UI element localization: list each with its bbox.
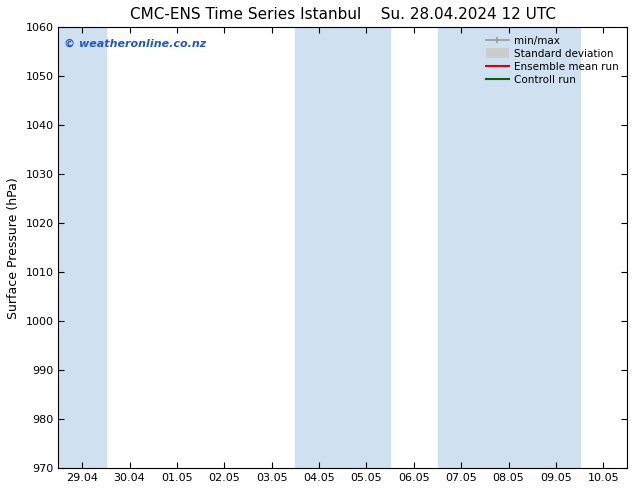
Text: © weatheronline.co.nz: © weatheronline.co.nz bbox=[64, 38, 207, 49]
Bar bbox=[295, 27, 390, 468]
Legend: min/max, Standard deviation, Ensemble mean run, Controll run: min/max, Standard deviation, Ensemble me… bbox=[482, 32, 622, 88]
Title: CMC-ENS Time Series Istanbul    Su. 28.04.2024 12 UTC: CMC-ENS Time Series Istanbul Su. 28.04.2… bbox=[130, 7, 556, 22]
Bar bbox=[437, 27, 579, 468]
Bar bbox=[58, 27, 106, 468]
Y-axis label: Surface Pressure (hPa): Surface Pressure (hPa) bbox=[7, 177, 20, 318]
